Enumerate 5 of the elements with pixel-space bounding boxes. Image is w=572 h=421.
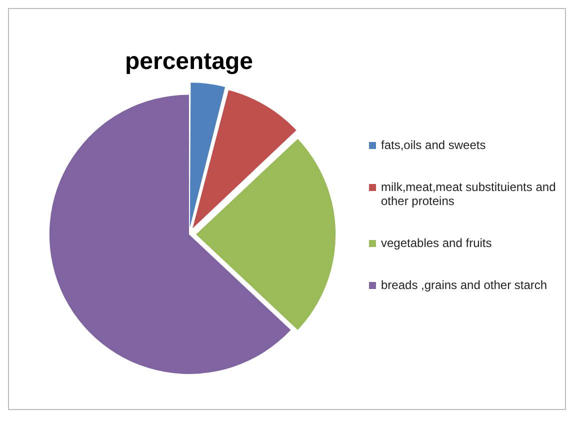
chart-title: percentage: [124, 48, 254, 76]
legend-label: milk,meat,meat substituients and other proteins: [381, 180, 557, 208]
legend-label: fats,oils and sweets: [381, 138, 486, 152]
legend-label: vegetables and fruits: [381, 236, 492, 250]
legend-label: breads ,grains and other starch: [381, 278, 548, 292]
